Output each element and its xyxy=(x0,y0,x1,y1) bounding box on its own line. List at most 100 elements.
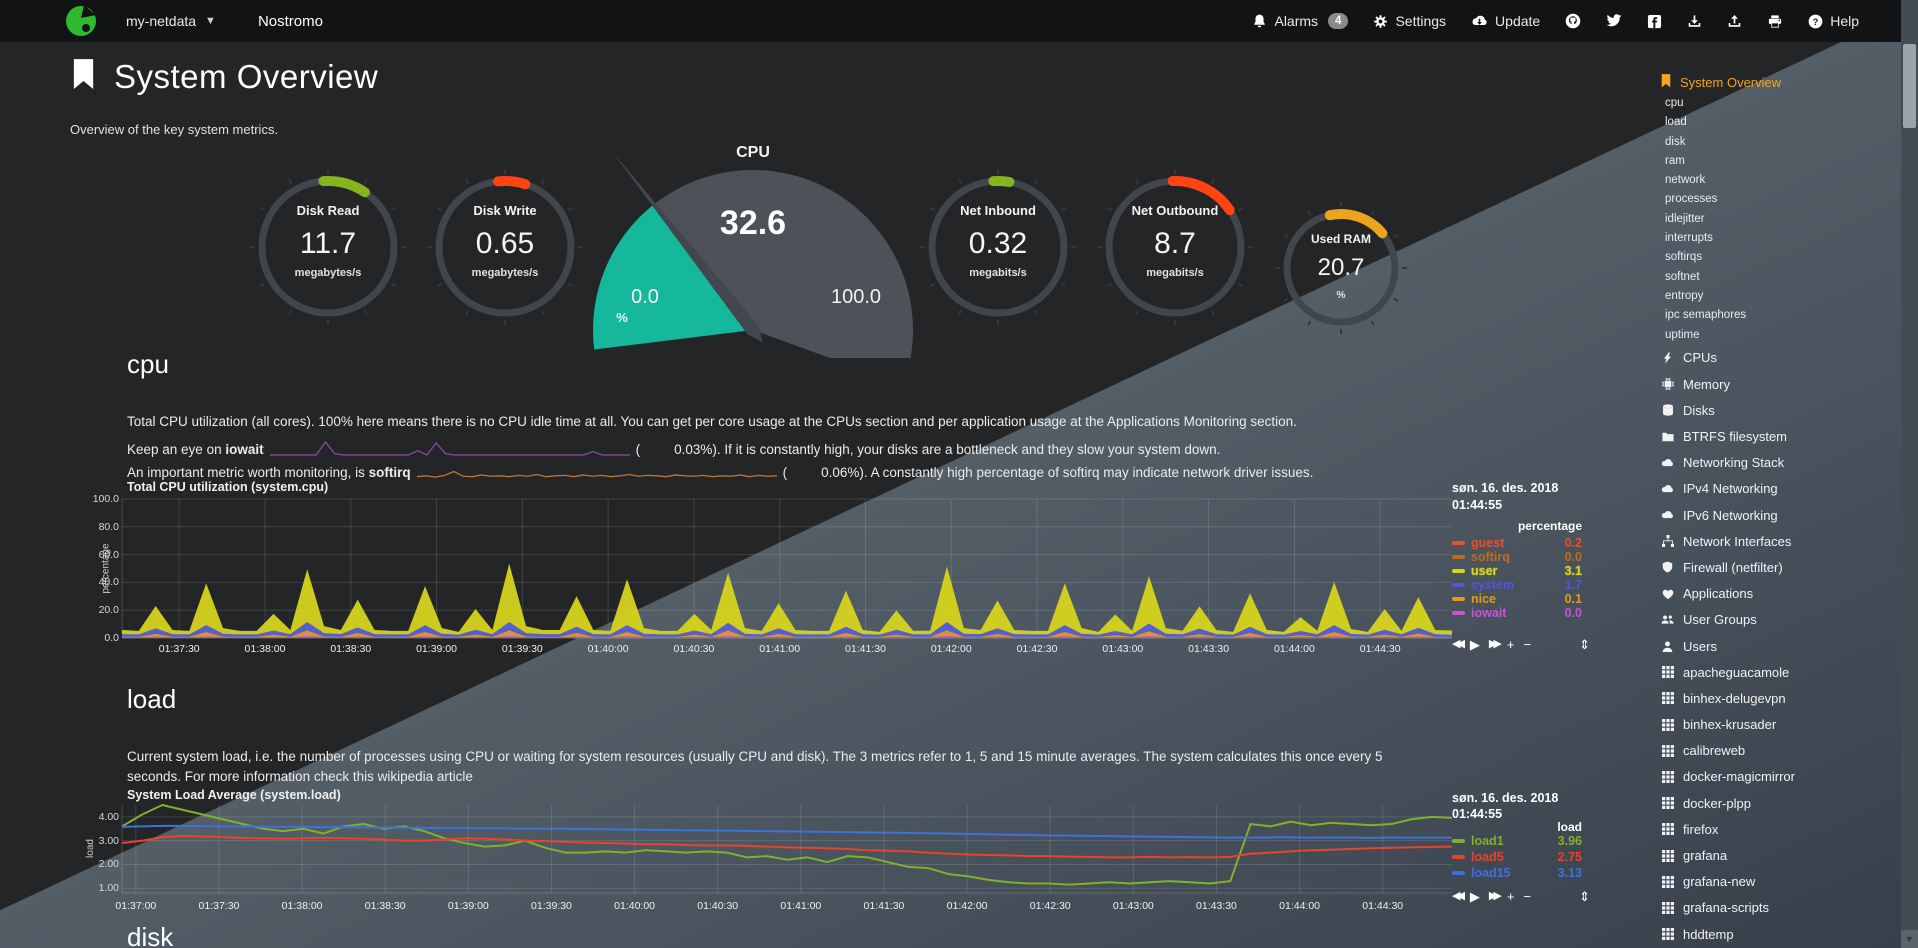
x-axis-tick: 01:44:30 xyxy=(1362,900,1404,912)
load-chart[interactable]: System Load Average (system.load) load 4.0… xyxy=(85,786,1605,926)
sidebar-item-label: binhex-krusader xyxy=(1683,717,1777,733)
sidebar-subitem-entropy[interactable]: entropy xyxy=(1665,289,1704,302)
zoom-out-icon[interactable]: − xyxy=(1523,889,1532,904)
net-outbound-gauge[interactable]: Net Outbound 8.7 megabits/s xyxy=(1091,163,1259,331)
sidebar-item-ipv6-networking[interactable]: IPv6 Networking xyxy=(1660,502,1892,528)
help-button[interactable]: ? Help xyxy=(1808,13,1859,29)
twitter-button[interactable] xyxy=(1606,14,1622,28)
play-icon[interactable]: ▶ xyxy=(1469,637,1480,652)
update-button[interactable]: Update xyxy=(1471,13,1540,29)
legend-row-system[interactable]: system 1.7 xyxy=(1452,578,1582,592)
sidebar-item-disks[interactable]: Disks xyxy=(1660,397,1892,423)
sidebar-subitem-softirqs[interactable]: softirqs xyxy=(1665,251,1703,264)
pan-backward-icon[interactable]: ◀◀ xyxy=(1452,890,1465,902)
sidebar-subitem-uptime[interactable]: uptime xyxy=(1665,328,1700,341)
sidebar-item-binhex-delugevpn[interactable]: binhex-delugevpn xyxy=(1660,685,1892,711)
net-inbound-arc xyxy=(988,176,1015,188)
sidebar-item-label: calibreweb xyxy=(1683,743,1746,759)
used-ram-gauge[interactable]: Used RAM 20.7% xyxy=(1271,198,1411,338)
sidebar-item-network-interfaces[interactable]: Network Interfaces xyxy=(1660,528,1892,554)
legend-row-nice[interactable]: nice 0.1 xyxy=(1452,592,1582,606)
sidebar-item-firefox[interactable]: firefox xyxy=(1660,816,1892,842)
cpu-chart[interactable]: Total CPU utilization (system.cpu) percen… xyxy=(85,478,1605,660)
settings-button[interactable]: Settings xyxy=(1373,13,1446,29)
sidebar-subitem-ipc-semaphores[interactable]: ipc semaphores xyxy=(1665,309,1747,322)
grid-icon xyxy=(1660,744,1675,757)
hostname-dropdown[interactable]: my-netdata ▼ xyxy=(126,13,216,29)
chart-plot-area xyxy=(121,804,1453,894)
zoom-out-icon[interactable]: − xyxy=(1523,637,1532,652)
sidebar-subitem-ram[interactable]: ram xyxy=(1665,154,1685,167)
microchip-icon xyxy=(1660,378,1675,391)
net-inbound-gauge[interactable]: Net Inbound 0.32 megabits/s xyxy=(914,163,1082,331)
sidebar-item-system-overview[interactable]: System Overview xyxy=(1660,70,1892,94)
sidebar-item-grafana[interactable]: grafana xyxy=(1660,842,1892,868)
sidebar-item-hddtemp[interactable]: hddtemp xyxy=(1660,921,1892,947)
sidebar-item-label: docker-plpp xyxy=(1683,795,1751,811)
sidebar-item-networking-stack[interactable]: Networking Stack xyxy=(1660,450,1892,476)
sidebar-item-binhex-krusader[interactable]: binhex-krusader xyxy=(1660,711,1892,737)
sidebar-item-apacheguacamole[interactable]: apacheguacamole xyxy=(1660,659,1892,685)
resize-icon[interactable]: ⇕ xyxy=(1579,889,1590,904)
facebook-button[interactable] xyxy=(1647,14,1662,29)
legend-row-load1[interactable]: load1 3.96 xyxy=(1452,834,1582,848)
used-ram-arc xyxy=(1324,209,1388,239)
scrollbar-down-arrow[interactable]: ▼ xyxy=(1901,930,1918,948)
sidebar-item-btrfs-filesystem[interactable]: BTRFS filesystem xyxy=(1660,423,1892,449)
alarms-button[interactable]: Alarms 4 xyxy=(1252,13,1349,29)
sidebar-item-docker-magicmirror[interactable]: docker-magicmirror xyxy=(1660,764,1892,790)
x-axis-tick: 01:41:30 xyxy=(863,900,905,912)
sidebar-item-user-groups[interactable]: User Groups xyxy=(1660,607,1892,633)
pan-backward-icon[interactable]: ◀◀ xyxy=(1452,638,1465,650)
grid-icon xyxy=(1660,901,1675,914)
brand-title[interactable]: Nostromo xyxy=(257,12,323,30)
x-axis-tick: 01:38:30 xyxy=(364,900,406,912)
x-axis-tick: 01:39:30 xyxy=(501,643,543,655)
download-button[interactable] xyxy=(1687,14,1702,29)
y-axis-tick: 100.0 xyxy=(92,493,119,505)
disk-write-gauge[interactable]: Disk Write 0.65 megabytes/s xyxy=(421,163,589,331)
sidebar-subitem-network[interactable]: network xyxy=(1665,174,1706,187)
sidebar-item-ipv4-networking[interactable]: IPv4 Networking xyxy=(1660,476,1892,502)
sidebar-item-grafana-scripts[interactable]: grafana-scripts xyxy=(1660,895,1892,921)
page-scrollbar[interactable]: ▼ xyxy=(1901,0,1918,948)
sidebar-item-memory[interactable]: Memory xyxy=(1660,371,1892,397)
netdata-logo[interactable] xyxy=(64,4,98,38)
sidebar-item-applications[interactable]: Applications xyxy=(1660,581,1892,607)
sidebar-item-grafana-new[interactable]: grafana-new xyxy=(1660,869,1892,895)
legend-row-load15[interactable]: load15 3.13 xyxy=(1452,866,1582,880)
sidebar-subitem-load[interactable]: load xyxy=(1665,116,1687,129)
pan-forward-icon[interactable]: ▶▶ xyxy=(1488,638,1502,650)
cpu-gauge[interactable]: CPU 32.6 0.0 100.0% xyxy=(562,118,952,358)
sidebar-item-docker-plpp[interactable]: docker-plpp xyxy=(1660,790,1892,816)
sidebar-subitem-disk[interactable]: disk xyxy=(1665,135,1686,148)
sidebar-item-users[interactable]: Users xyxy=(1660,633,1892,659)
legend-row-softirq[interactable]: softirq 0.0 xyxy=(1452,550,1582,564)
play-icon[interactable]: ▶ xyxy=(1469,889,1480,904)
legend-row-user[interactable]: user 3.1 xyxy=(1452,564,1582,578)
legend-swatch xyxy=(1452,583,1465,587)
sidebar-subitem-cpu[interactable]: cpu xyxy=(1665,97,1684,109)
upload-button[interactable] xyxy=(1727,14,1742,29)
sidebar-item-firewall-netfilter-[interactable]: Firewall (netfilter) xyxy=(1660,554,1892,580)
scrollbar-thumb[interactable] xyxy=(1903,44,1916,128)
sidebar-subitem-processes[interactable]: processes xyxy=(1665,193,1718,206)
sidebar-item-calibreweb[interactable]: calibreweb xyxy=(1660,738,1892,764)
sidebar-item-cpus[interactable]: CPUs xyxy=(1660,345,1892,371)
disk-read-gauge[interactable]: Disk Read 11.7 megabytes/s xyxy=(244,163,412,331)
legend-row-iowait[interactable]: iowait 0.0 xyxy=(1452,606,1582,620)
zoom-in-icon[interactable]: + xyxy=(1506,637,1515,652)
zoom-in-icon[interactable]: + xyxy=(1506,889,1515,904)
pan-forward-icon[interactable]: ▶▶ xyxy=(1488,890,1502,902)
chart-time-label: 01:44:55 xyxy=(1452,807,1503,821)
sidebar-subitem-softnet[interactable]: softnet xyxy=(1665,270,1700,283)
print-button[interactable] xyxy=(1767,14,1783,29)
github-button[interactable] xyxy=(1565,13,1581,29)
sidebar-item-label: docker-magicmirror xyxy=(1683,769,1795,785)
legend-row-load5[interactable]: load5 2.75 xyxy=(1452,850,1582,864)
sidebar-subitem-idlejitter[interactable]: idlejitter xyxy=(1665,212,1705,225)
legend-row-guest[interactable]: guest 0.2 xyxy=(1452,536,1582,550)
sidebar-subitem-interrupts[interactable]: interrupts xyxy=(1665,232,1713,245)
resize-icon[interactable]: ⇕ xyxy=(1579,637,1590,652)
y-axis-tick: 2.00 xyxy=(98,858,119,871)
